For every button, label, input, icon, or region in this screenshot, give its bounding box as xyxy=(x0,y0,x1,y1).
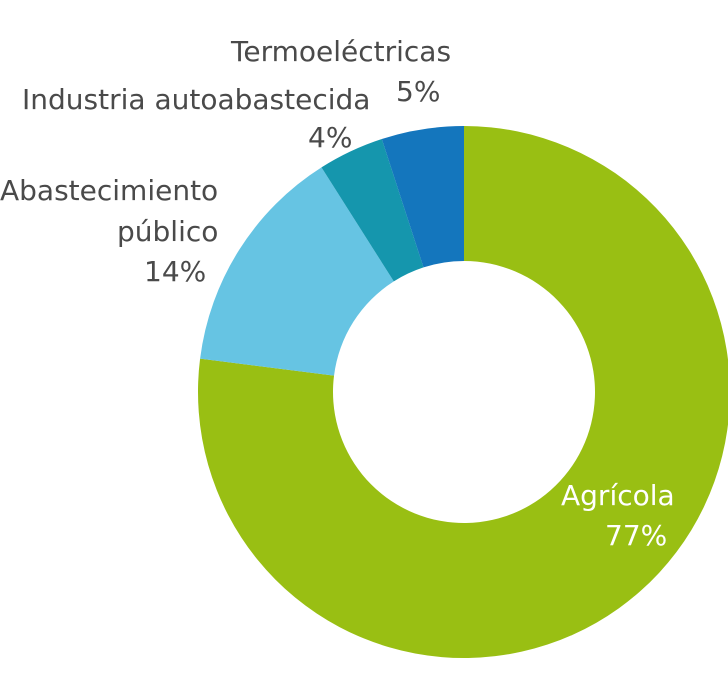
label-publico-name-line1: Abastecimiento xyxy=(0,174,219,207)
label-publico-name-line2: público xyxy=(117,215,219,248)
label-termoelectricas-value: 5% xyxy=(396,75,441,108)
slice-agricola xyxy=(198,126,728,658)
label-publico-value: 14% xyxy=(144,255,207,288)
label-industria-name: Industria autoabastecida xyxy=(22,83,371,116)
label-agricola-value: 77% xyxy=(605,519,668,552)
label-termoelectricas-name: Termoeléctricas xyxy=(231,35,452,68)
label-agricola-name: Agrícola xyxy=(561,479,675,512)
slice-abastecimiento-publico xyxy=(200,167,394,376)
slice-termoelectricas xyxy=(381,126,464,268)
label-industria-value: 4% xyxy=(308,121,353,154)
slice-industria-autoabastecida xyxy=(321,139,424,282)
